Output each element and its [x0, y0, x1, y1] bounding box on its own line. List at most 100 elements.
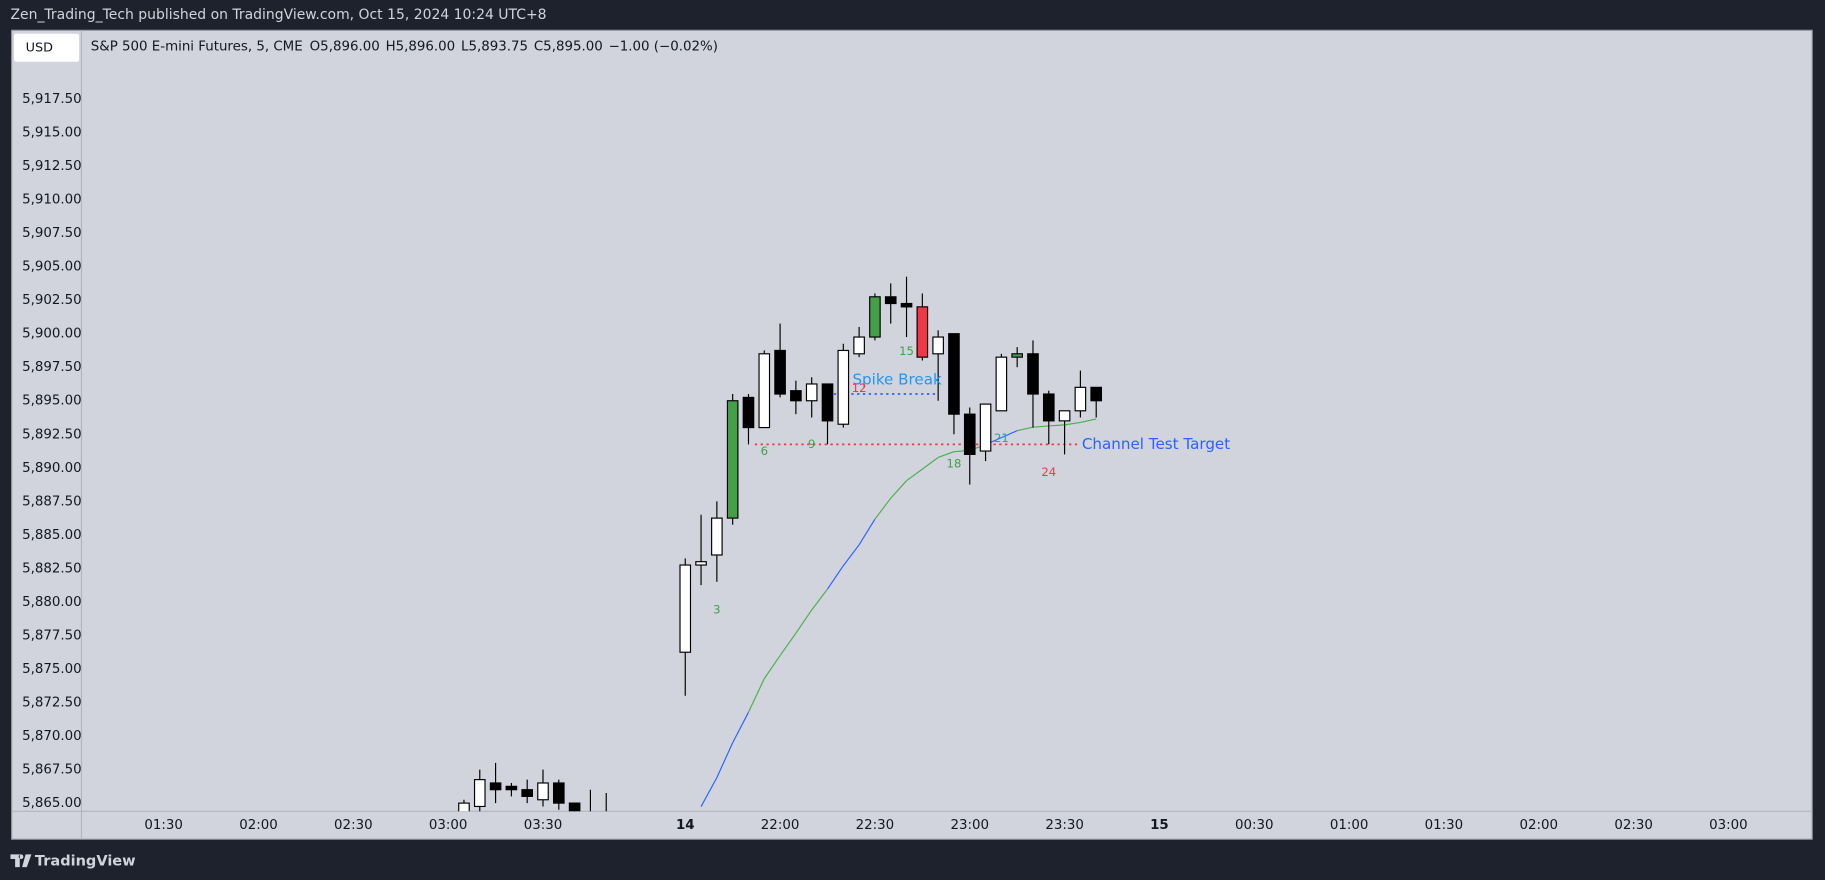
level-label: Channel Test Target — [1082, 435, 1230, 453]
symbol: S&P 500 E-mini Futures, 5, CME — [91, 40, 303, 55]
y-tick-label: 5,917.50 — [22, 92, 82, 107]
bar-count-label: 12 — [852, 381, 867, 395]
ma-segment — [1001, 430, 1018, 439]
level-label: Spike Break — [852, 371, 942, 389]
candle-body — [916, 306, 929, 358]
bar-count-label: 9 — [808, 437, 815, 451]
y-tick-label: 5,897.50 — [22, 360, 82, 375]
x-tick-label: 03:00 — [1709, 818, 1748, 833]
ma-segment — [827, 565, 844, 590]
ma-segment — [1048, 424, 1065, 427]
candle-body — [489, 782, 502, 791]
y-tick-label: 5,902.50 — [22, 293, 82, 308]
candle-body — [1090, 386, 1103, 402]
y-tick-label: 5,867.50 — [22, 763, 82, 778]
candle-body — [774, 349, 786, 395]
ohlc-value: −1.00 (−0.02%) — [609, 40, 718, 55]
ma-segment — [890, 480, 907, 499]
y-tick-label: 5,900.00 — [22, 327, 82, 342]
candle-body — [821, 383, 834, 422]
candle-body — [552, 782, 565, 804]
y-tick-label: 5,890.00 — [22, 461, 82, 476]
ohlc-value: L5,893.75 — [461, 40, 528, 55]
ma-segment — [779, 632, 797, 656]
footer-brand: TradingView — [35, 853, 136, 869]
candle-body — [963, 413, 976, 455]
ma-segment — [906, 468, 923, 482]
x-tick-label: 15 — [1150, 818, 1169, 833]
ma-segment — [732, 712, 749, 744]
x-tick-label: 14 — [676, 818, 695, 833]
candle-body — [695, 561, 707, 566]
ohlc-value: C5,895.00 — [534, 40, 603, 55]
y-tick-label: 5,907.50 — [22, 226, 82, 241]
candle-body — [837, 349, 850, 425]
ma-segment — [811, 588, 828, 611]
candle-body — [458, 802, 470, 812]
currency[interactable]: USD — [26, 40, 53, 55]
candle-body — [884, 296, 897, 305]
candle-body — [711, 517, 723, 556]
candle-body — [742, 396, 755, 429]
x-tick-label: 00:30 — [1235, 818, 1274, 833]
ma-segment — [858, 518, 876, 546]
ma-segment — [937, 451, 955, 459]
candle-body — [979, 403, 992, 452]
ma-segment — [747, 678, 765, 713]
bar-count-label: 3 — [713, 602, 720, 616]
ma-segment — [716, 742, 734, 778]
candle-body — [521, 789, 534, 797]
ohlc-value: O5,896.00 — [310, 40, 380, 55]
bar-count-label: 15 — [899, 344, 914, 358]
bar-count-label: 18 — [947, 456, 962, 470]
ma-segment — [763, 655, 781, 679]
candle-body — [537, 782, 549, 801]
y-tick-label: 5,892.50 — [22, 427, 82, 442]
x-tick-label: 22:30 — [856, 818, 895, 833]
y-tick-label: 5,915.00 — [22, 126, 82, 141]
x-tick-label: 23:00 — [950, 818, 989, 833]
candle-body — [853, 336, 865, 355]
ohlc-value: H5,896.00 — [386, 40, 456, 55]
candle-body — [932, 336, 944, 355]
y-tick-label: 5,895.00 — [22, 394, 82, 409]
y-tick-label: 5,870.00 — [22, 729, 82, 744]
ma-segment — [874, 497, 892, 520]
x-tick-label: 02:30 — [334, 818, 373, 833]
axes: 5,865.00 5,867.50 5,870.00 5,872.50 5,875.00… — [22, 92, 1748, 833]
bar-count-label: 21 — [994, 431, 1009, 445]
publish-info: Zen_Trading_Tech published on TradingVie… — [10, 7, 546, 23]
x-tick-label: 01:30 — [1425, 818, 1464, 833]
y-tick-label: 5,865.00 — [22, 796, 82, 811]
x-tick-label: 02:00 — [1519, 818, 1558, 833]
candle-body — [473, 779, 486, 808]
x-tick-label: 03:30 — [524, 818, 563, 833]
x-tick-label: 03:00 — [429, 818, 468, 833]
candle-body — [568, 802, 581, 812]
ma-segment — [1017, 426, 1034, 432]
bar-count-label: 6 — [761, 444, 768, 458]
currency-box[interactable] — [13, 33, 80, 62]
y-tick-label: 5,877.50 — [22, 628, 82, 643]
y-tick-label: 5,882.50 — [22, 561, 82, 576]
ma-segment — [1064, 421, 1081, 426]
bar-count-label: 24 — [1041, 465, 1056, 479]
y-tick-label: 5,880.00 — [22, 595, 82, 610]
y-tick-label: 5,910.00 — [22, 193, 82, 208]
y-tick-label: 5,887.50 — [22, 494, 82, 509]
candle-body — [995, 356, 1008, 412]
candle-body — [805, 383, 818, 402]
ma-segment — [842, 544, 860, 567]
candle-body — [790, 390, 802, 402]
symbol-legend: S&P 500 E-mini Futures, 5, CME O5,896.00 H… — [91, 40, 718, 55]
y-tick-label: 5,905.00 — [22, 260, 82, 275]
y-tick-label: 5,912.50 — [22, 159, 82, 174]
ma-segment — [1032, 425, 1049, 428]
x-tick-label: 01:00 — [1330, 818, 1369, 833]
x-tick-label: 23:30 — [1045, 818, 1084, 833]
ma-segment — [795, 609, 813, 634]
chart-pane — [11, 29, 1813, 840]
y-tick-label: 5,885.00 — [22, 528, 82, 543]
